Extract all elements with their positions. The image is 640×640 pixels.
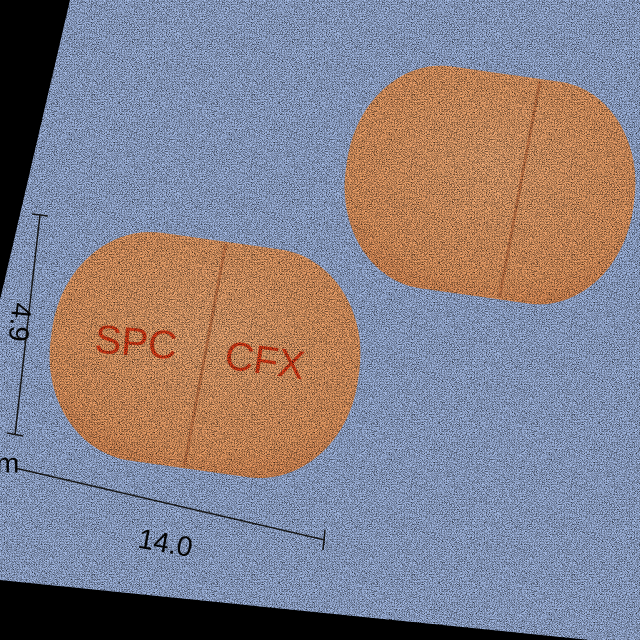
unit-label: m xyxy=(0,447,19,478)
imprint-left: SPC xyxy=(93,317,179,368)
pill-right xyxy=(344,65,636,305)
dimension-lines xyxy=(6,213,326,551)
height-label: 4.9 xyxy=(3,301,38,343)
pill-left: SPC CFX xyxy=(49,231,361,479)
